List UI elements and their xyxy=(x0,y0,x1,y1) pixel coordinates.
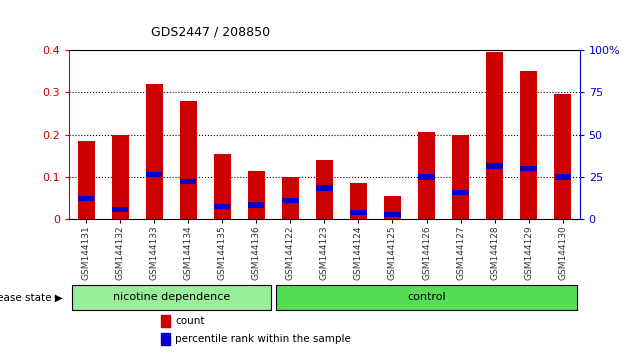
Bar xyxy=(350,183,367,219)
Bar xyxy=(554,94,571,219)
Bar xyxy=(452,190,469,195)
Bar xyxy=(248,171,265,219)
Bar xyxy=(161,333,170,345)
Bar xyxy=(112,135,129,219)
Bar xyxy=(384,196,401,219)
Bar xyxy=(282,177,299,219)
Bar xyxy=(384,212,401,217)
Text: nicotine dependence: nicotine dependence xyxy=(113,292,230,302)
Bar xyxy=(248,202,265,207)
Bar xyxy=(350,210,367,215)
Text: count: count xyxy=(175,316,205,326)
Bar xyxy=(452,135,469,219)
Bar xyxy=(554,175,571,179)
Bar xyxy=(282,198,299,203)
Bar xyxy=(418,175,435,179)
Bar xyxy=(316,185,333,190)
Bar xyxy=(520,166,537,171)
Text: disease state ▶: disease state ▶ xyxy=(0,292,63,302)
Bar xyxy=(276,285,577,310)
Bar xyxy=(486,164,503,169)
Bar xyxy=(180,101,197,219)
Bar xyxy=(72,285,271,310)
Bar xyxy=(112,207,129,212)
Text: GDS2447 / 208850: GDS2447 / 208850 xyxy=(151,26,270,39)
Bar xyxy=(146,172,163,177)
Bar xyxy=(214,154,231,219)
Bar xyxy=(486,52,503,219)
Bar xyxy=(520,71,537,219)
Bar xyxy=(78,196,94,201)
Text: control: control xyxy=(407,292,446,302)
Bar xyxy=(214,204,231,209)
Bar xyxy=(146,84,163,219)
Bar xyxy=(78,141,95,219)
Bar xyxy=(316,160,333,219)
Bar xyxy=(161,315,170,327)
Text: percentile rank within the sample: percentile rank within the sample xyxy=(175,334,352,344)
Bar xyxy=(418,132,435,219)
Bar xyxy=(180,179,197,184)
